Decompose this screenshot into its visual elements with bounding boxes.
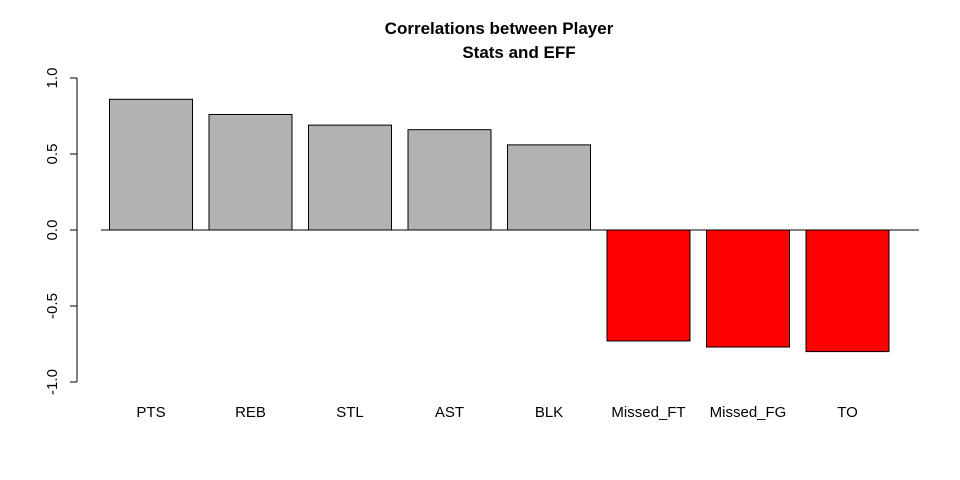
chart-title-line-1: Correlations between Player xyxy=(385,19,614,38)
bar-stl xyxy=(308,124,392,231)
x-tick-label: TO xyxy=(837,404,858,421)
chart-title: Correlations between Player Stats and EF… xyxy=(385,19,614,62)
y-tick-label: 1.0 xyxy=(44,68,61,89)
bar-missed-fg xyxy=(706,229,790,348)
y-tick-label: 0.0 xyxy=(44,220,61,241)
bar-blk xyxy=(507,144,591,231)
bar-to xyxy=(805,229,890,353)
x-tick-label: BLK xyxy=(535,404,563,421)
bar-pts xyxy=(109,98,193,231)
x-tick-label: Missed_FG xyxy=(710,404,787,421)
x-tick-label: STL xyxy=(336,404,364,421)
x-tick-label: PTS xyxy=(136,404,165,421)
bar-missed-ft xyxy=(606,229,691,342)
y-tick-label: -0.5 xyxy=(44,293,61,319)
x-axis-labels: PTS REB STL AST BLK Missed_FT Missed_FG TO xyxy=(136,404,857,421)
y-tick-label: -1.0 xyxy=(44,369,61,395)
x-tick-label: REB xyxy=(235,404,266,421)
bar-ast xyxy=(407,129,492,231)
y-tick-label: 0.5 xyxy=(44,144,61,165)
chart-title-line-2: Stats and EFF xyxy=(462,43,575,62)
x-tick-label: AST xyxy=(435,404,464,421)
y-axis: -1.0 -0.5 0.0 0.5 1.0 xyxy=(44,68,78,395)
x-tick-label: Missed_FT xyxy=(611,404,685,421)
bars xyxy=(109,98,890,353)
bar-reb xyxy=(208,113,293,231)
